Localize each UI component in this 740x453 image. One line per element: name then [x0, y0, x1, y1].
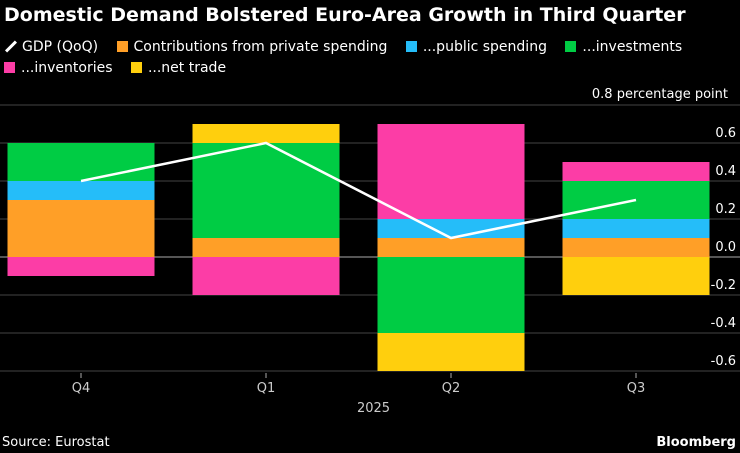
y-tick-label: -0.6	[711, 354, 736, 369]
legend-item-inventories: ...inventories	[4, 58, 113, 79]
bar-segment	[377, 238, 525, 257]
legend-label: GDP (QoQ)	[22, 39, 99, 55]
bar-segment	[377, 124, 525, 219]
swatch-icon	[565, 41, 577, 52]
y-tick-label: 0.4	[715, 164, 736, 179]
legend-item-net-trade: ...net trade	[130, 58, 227, 79]
x-tick-label: Q1	[257, 381, 276, 396]
bar-segment	[377, 257, 525, 333]
x-tick-label: Q4	[72, 381, 91, 396]
legend-label: ...public spending	[422, 39, 547, 55]
y-tick-label: 0.6	[715, 126, 736, 141]
x-axis-label: 2025	[357, 401, 390, 416]
swatch-icon	[405, 41, 417, 52]
bar-segment	[7, 200, 155, 257]
bar-segment	[377, 333, 525, 371]
bar-segment	[562, 238, 710, 257]
unit-label: 0.8 percentage point	[591, 87, 728, 102]
legend-item-public: ...public spending	[405, 37, 547, 58]
y-tick-label: -0.4	[711, 316, 736, 331]
x-tick-label: Q2	[442, 381, 461, 396]
legend-label: ...investments	[582, 39, 683, 55]
legend: GDP (QoQ) Contributions from private spe…	[4, 37, 734, 79]
bar-segment	[7, 181, 155, 200]
bar-segment	[562, 219, 710, 238]
y-tick-label: 0.0	[715, 240, 736, 255]
gdp-line	[80, 141, 637, 240]
bar-segment	[7, 257, 155, 276]
brand-logo: Bloomberg	[656, 435, 736, 450]
legend-label: ...net trade	[147, 60, 227, 76]
legend-item-private: Contributions from private spending	[116, 37, 388, 58]
y-tick-label: -0.2	[711, 278, 736, 293]
bar-segment	[192, 124, 340, 143]
bar-segment	[192, 143, 340, 238]
swatch-icon	[116, 41, 128, 52]
legend-label: ...inventories	[21, 60, 113, 76]
legend-label: Contributions from private spending	[133, 39, 388, 55]
bar-segment	[562, 162, 710, 181]
bar-segment	[562, 257, 710, 295]
swatch-icon	[130, 62, 142, 73]
bar-segment	[192, 238, 340, 257]
legend-item-investments: ...investments	[565, 37, 682, 58]
chart-title: Domestic Demand Bolstered Euro-Area Grow…	[4, 4, 686, 26]
x-tick-label: Q3	[627, 381, 646, 396]
swatch-icon	[4, 62, 15, 73]
bar-segment	[377, 219, 525, 238]
bar-segment	[7, 143, 155, 181]
source: Source: Eurostat	[2, 435, 110, 450]
y-tick-label: 0.2	[715, 202, 736, 217]
legend-item-gdp: GDP (QoQ)	[4, 37, 98, 58]
bar-segment	[192, 257, 340, 295]
